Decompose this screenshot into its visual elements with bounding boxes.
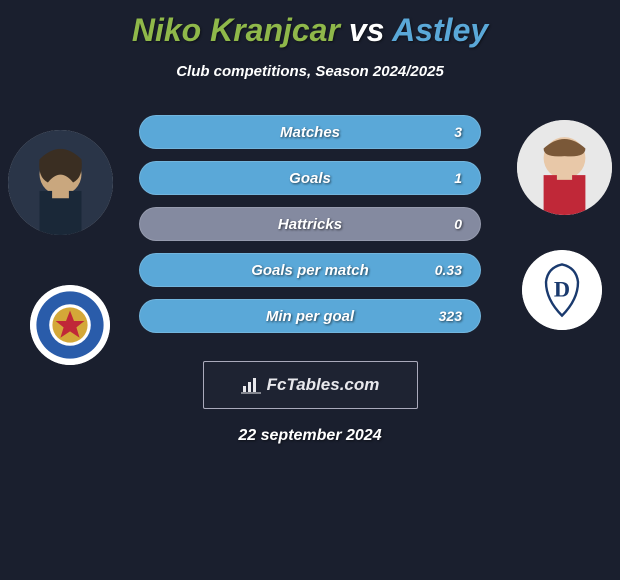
player2-club-badge: D (522, 250, 602, 330)
page-title: Niko Kranjcar vs Astley (0, 0, 620, 49)
comparison-area: D Matches 3 Goals 1 Hattricks 0 Goals per matc… (0, 110, 620, 333)
stat-label: Min per goal (266, 308, 354, 325)
stat-right-value: 323 (439, 308, 462, 324)
bar-chart-icon (241, 376, 261, 394)
player1-club-badge (30, 285, 110, 365)
stat-right-value: 3 (454, 124, 462, 140)
stat-label: Goals per match (251, 262, 369, 279)
branding-text: FcTables.com (267, 375, 380, 395)
branding-box: FcTables.com (203, 361, 418, 409)
stat-label: Matches (280, 124, 340, 141)
player1-avatar (8, 130, 113, 235)
subtitle: Club competitions, Season 2024/2025 (0, 63, 620, 80)
player1-name: Niko Kranjcar (132, 12, 340, 48)
vs-label: vs (349, 12, 385, 48)
stat-label: Goals (289, 170, 331, 187)
stat-row: Goals per match 0.33 (139, 253, 481, 287)
stat-row: Goals 1 (139, 161, 481, 195)
date-label: 22 september 2024 (0, 427, 620, 445)
stat-label: Hattricks (278, 216, 342, 233)
stat-right-value: 1 (454, 170, 462, 186)
stat-row: Hattricks 0 (139, 207, 481, 241)
player2-name: Astley (392, 12, 488, 48)
stat-right-value: 0 (454, 216, 462, 232)
stat-row: Matches 3 (139, 115, 481, 149)
stat-row: Min per goal 323 (139, 299, 481, 333)
svg-text:D: D (554, 276, 570, 301)
stat-right-value: 0.33 (435, 262, 462, 278)
player2-avatar (517, 120, 612, 215)
stat-rows: Matches 3 Goals 1 Hattricks 0 Goals per match 0… (139, 110, 481, 333)
